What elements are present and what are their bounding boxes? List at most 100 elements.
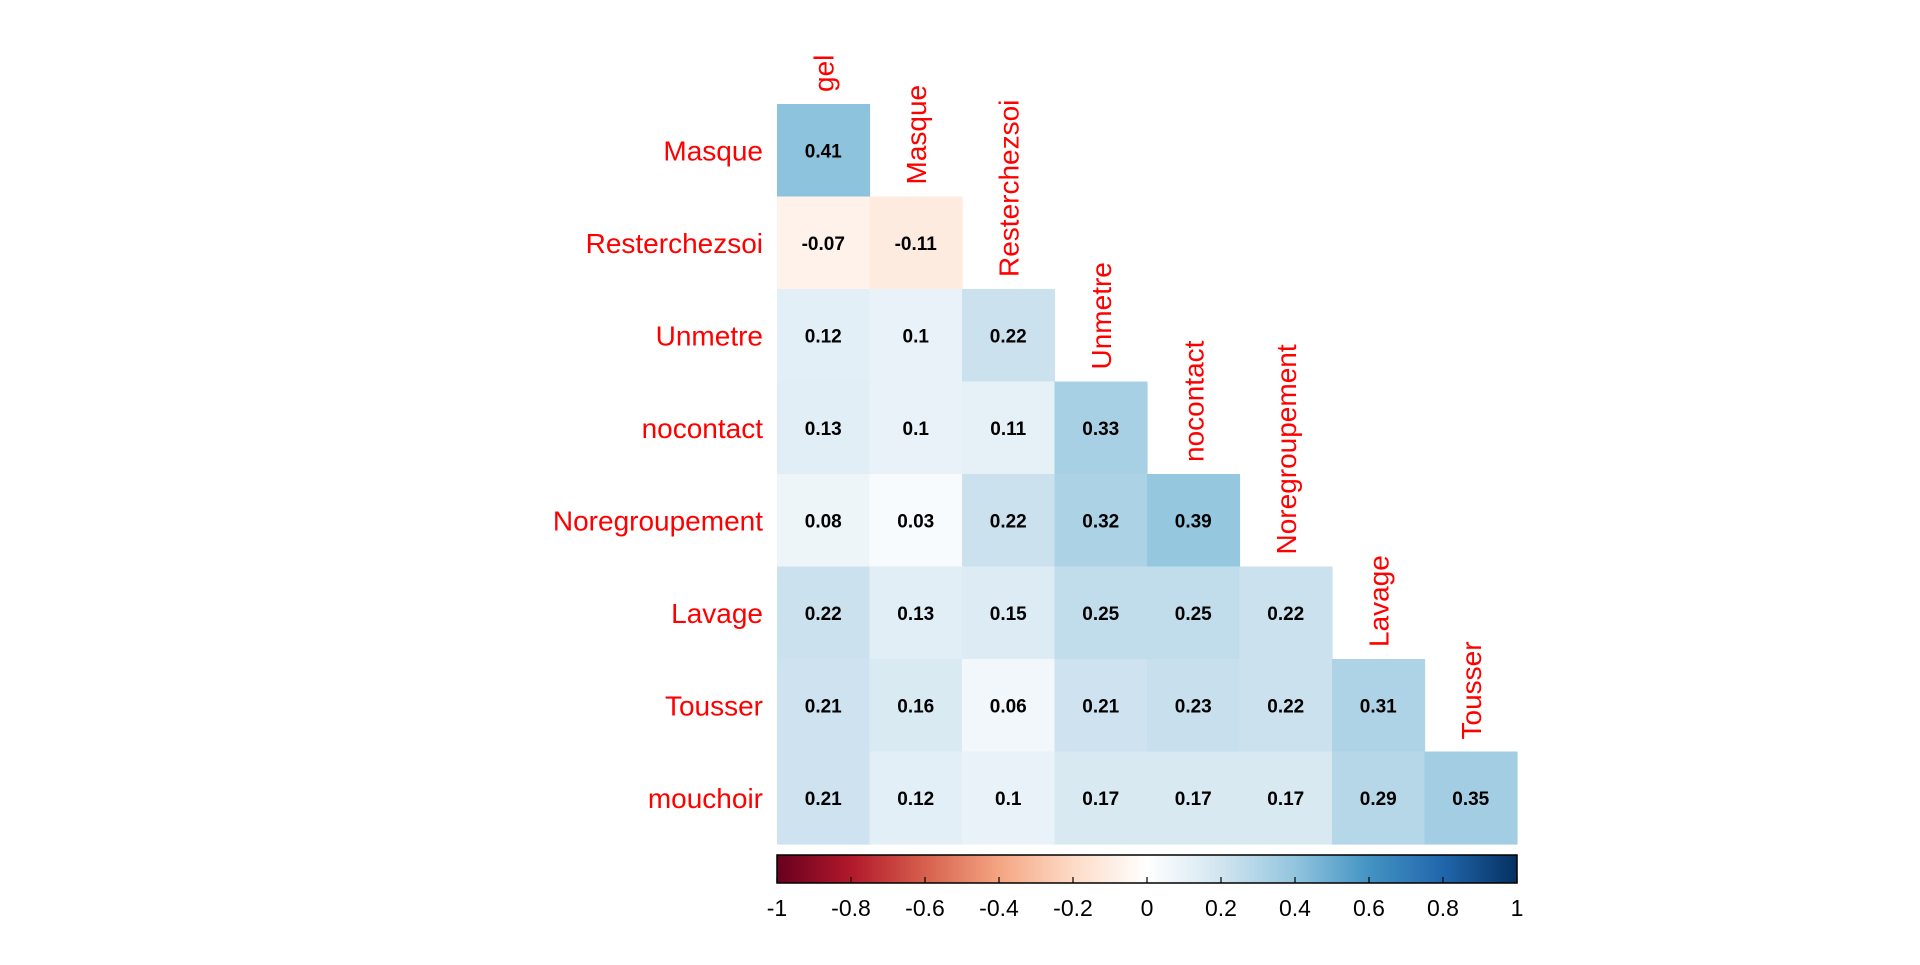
column-label: Lavage [1363,555,1394,647]
colorbar-tick-label: -0.8 [831,895,871,921]
row-label: Resterchezsoi [586,228,763,259]
heatmap-cell [869,751,963,845]
row-label: mouchoir [648,783,763,814]
cell-value-label: 0.29 [1360,789,1397,810]
heatmap-cell [777,659,871,753]
heatmap-cell [1054,381,1148,475]
cell-value-label: 0.17 [1267,789,1304,810]
heatmap-cell [962,381,1056,475]
heatmap-cell [777,566,871,660]
heatmap-cell [869,381,963,475]
heatmap-cell [777,104,871,198]
row-label: Noregroupement [553,505,763,536]
cell-value-label: 0.22 [990,326,1027,347]
column-label: gel [808,55,839,92]
heatmap-cell [962,659,1056,753]
cell-value-labels: 0.41 -0.07 -0.11 0.12 0.1 0.22 0.13 0.1 0.11 0.33… [802,141,1490,810]
cell-value-label: 0.23 [1175,696,1212,717]
cell-value-label: 0.22 [805,604,842,625]
heatmap-cell [1239,566,1333,660]
heatmap-cell [1054,566,1148,660]
heatmap-cell [777,196,871,290]
heatmap-cell [962,289,1056,383]
row-label: Masque [663,135,763,166]
cell-value-label: 0.21 [805,696,842,717]
heatmap-cells [777,104,1518,845]
cell-value-label: 0.33 [1082,419,1119,440]
cell-value-label: 0.21 [805,789,842,810]
colorbar: -1 -0.8 -0.6 -0.4 -0.2 0 0.2 0.4 0.6 0.8 1 [767,854,1524,921]
cell-value-label: 0.11 [990,419,1026,440]
row-label: Unmetre [656,320,763,351]
column-label: Tousser [1456,641,1487,739]
heatmap-cell [777,474,871,568]
cell-value-label: 0.08 [805,511,842,532]
colorbar-tick-label: -0.2 [1053,895,1093,921]
cell-value-label: 0.1 [903,326,930,347]
cell-value-label: 0.1 [995,789,1022,810]
row-labels: Masque Resterchezsoi Unmetre nocontact Noreg… [553,135,763,814]
cell-value-label: 0.22 [1267,604,1304,625]
column-label: Noregroupement [1271,344,1302,554]
row-label: nocontact [642,413,764,444]
heatmap-cell [1424,751,1518,845]
heatmap-cell [869,659,963,753]
heatmap-cell [1332,751,1426,845]
colorbar-tick-label: -0.6 [905,895,945,921]
cell-value-label: 0.25 [1175,604,1212,625]
colorbar-tick-label: 0.4 [1279,895,1311,921]
cell-value-label: 0.17 [1082,789,1119,810]
heatmap-cell [1239,751,1333,845]
colorbar-tick-label: 0.6 [1353,895,1385,921]
heatmap-cell [869,474,963,568]
heatmap-cell [869,289,963,383]
cell-value-label: -0.07 [802,234,845,255]
colorbar-gradient-bar [776,854,1518,884]
colorbar-tick-label: 1 [1511,895,1524,921]
column-label: nocontact [1178,340,1209,462]
cell-value-label: 0.13 [897,604,934,625]
heatmap-cell [1147,659,1241,753]
cell-value-label: -0.11 [895,234,938,255]
heatmap-cell [1147,751,1241,845]
column-label: Masque [901,85,932,185]
cell-value-label: 0.31 [1360,696,1397,717]
heatmap-cell [777,381,871,475]
colorbar-tick-label: 0.2 [1205,895,1237,921]
heatmap-cell [1332,659,1426,753]
cell-value-label: 0.32 [1082,511,1119,532]
column-label: Resterchezsoi [993,100,1024,277]
heatmap-cell [1054,751,1148,845]
heatmap-cell [962,474,1056,568]
heatmap-cell [1054,659,1148,753]
heatmap-cell [869,566,963,660]
heatmap-cell [1239,659,1333,753]
colorbar-tick-label: -0.4 [979,895,1019,921]
heatmap-cell [1147,474,1241,568]
cell-value-label: 0.13 [805,419,842,440]
heatmap-cell [1147,566,1241,660]
row-label: Lavage [671,598,763,629]
cell-value-label: 0.12 [805,326,842,347]
cell-value-label: 0.25 [1082,604,1119,625]
row-label: Tousser [665,690,763,721]
column-labels: gel Masque Resterchezsoi Unmetre nocontact No… [808,55,1487,740]
cell-value-label: 0.22 [990,511,1027,532]
colorbar-tick-label: -1 [767,895,787,921]
heatmap-cell [962,566,1056,660]
cell-value-label: 0.39 [1175,511,1212,532]
colorbar-tick-label: 0 [1141,895,1154,921]
cell-value-label: 0.21 [1082,696,1119,717]
heatmap-cell [777,751,871,845]
cell-value-label: 0.15 [990,604,1027,625]
colorbar-tick-label: 0.8 [1427,895,1459,921]
cell-value-label: 0.12 [897,789,934,810]
cell-value-label: 0.35 [1452,789,1489,810]
cell-value-label: 0.06 [990,696,1027,717]
cell-value-label: 0.16 [897,696,934,717]
column-label: Unmetre [1086,262,1117,369]
heatmap-cell [962,751,1056,845]
cell-value-label: 0.17 [1175,789,1212,810]
